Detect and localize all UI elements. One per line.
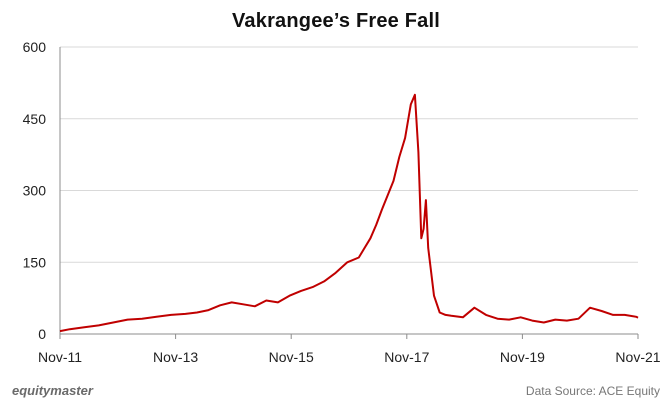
x-tick-label: Nov-19 — [500, 349, 545, 365]
y-tick-label: 600 — [23, 39, 47, 55]
x-tick-label: Nov-13 — [153, 349, 198, 365]
chart-title: Vakrangee’s Free Fall — [231, 10, 441, 32]
price-series-line — [59, 93, 639, 333]
y-tick-label: 300 — [23, 183, 47, 199]
x-tick-label: Nov-15 — [269, 349, 314, 365]
x-tick-label: Nov-17 — [384, 349, 429, 365]
y-tick-label: 450 — [23, 111, 47, 127]
x-tick-label: Nov-21 — [615, 349, 660, 365]
gridlines — [60, 46, 638, 263]
series-layer — [59, 93, 639, 333]
x-tick-label: Nov-11 — [38, 349, 82, 365]
axes — [59, 47, 639, 339]
data-source-note: Data Source: ACE Equity — [525, 384, 660, 398]
y-tick-label: 150 — [23, 254, 47, 270]
equitymaster-logo: equitymaster — [12, 383, 93, 398]
tick-labels: 0 150 300 450 600 Nov-11 Nov-13 Nov-15 Nov-17 Nov… — [23, 39, 661, 365]
y-tick-label: 0 — [38, 326, 46, 342]
